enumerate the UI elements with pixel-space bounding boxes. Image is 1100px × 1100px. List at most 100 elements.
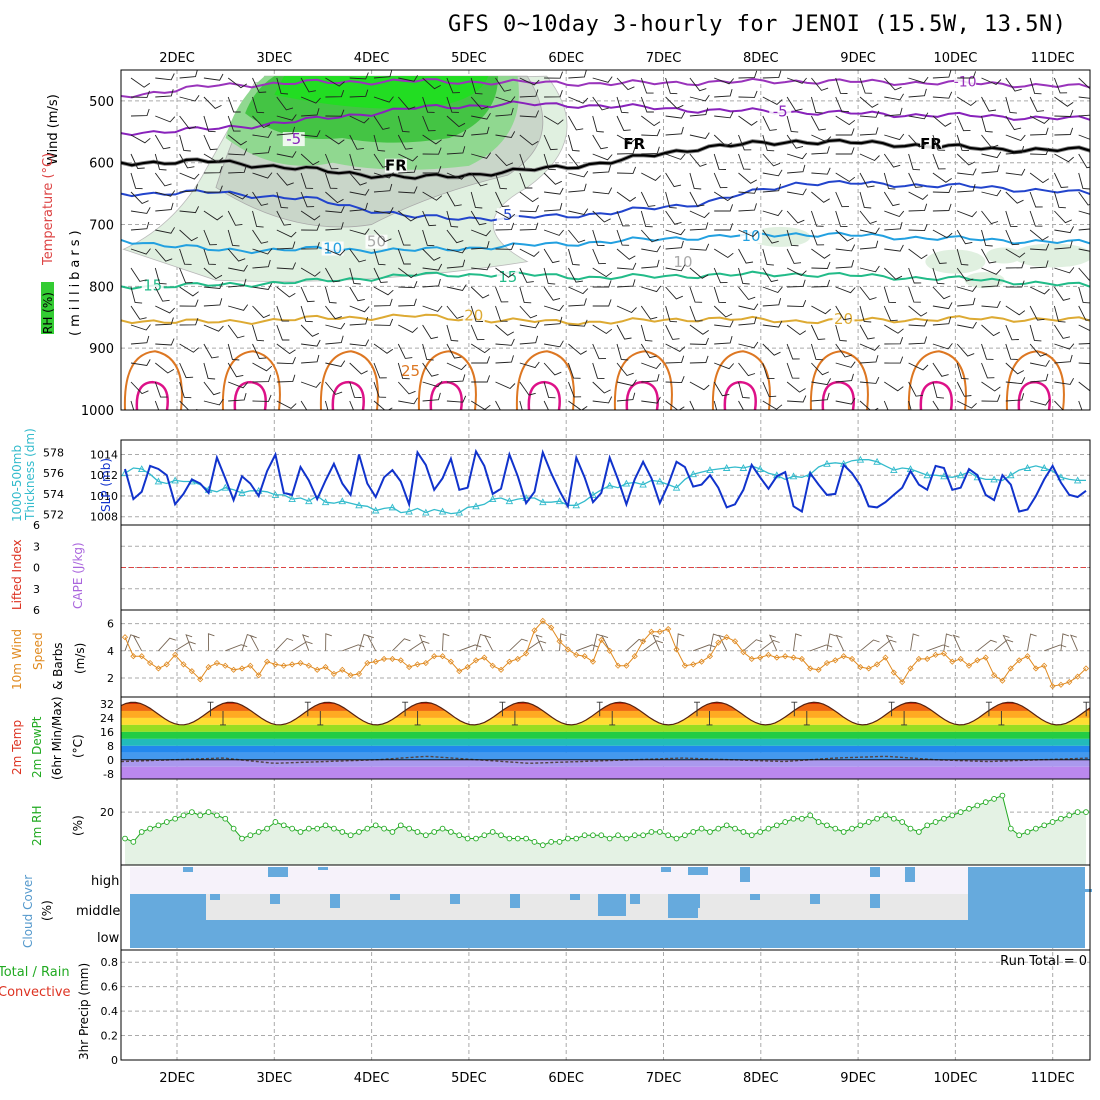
wind-barb <box>884 107 903 117</box>
minmax-bar <box>499 701 506 717</box>
wind-barb <box>859 127 879 136</box>
cloud-middle-block <box>690 894 700 908</box>
isotherm-30-cell <box>331 380 365 410</box>
wind-barb <box>908 305 928 317</box>
wind-barb <box>957 168 977 176</box>
wind10-marker <box>999 677 1006 684</box>
wind-barb <box>519 400 523 410</box>
wind-barb <box>252 131 273 138</box>
wind-barb <box>567 134 580 152</box>
wind-barb <box>1030 127 1049 136</box>
wind-barb <box>373 115 390 130</box>
thickness-marker <box>288 495 296 503</box>
wind-barb <box>1005 324 1019 341</box>
wind-barb <box>228 381 249 389</box>
minmax-bar <box>901 710 908 726</box>
wind-barb <box>227 134 247 146</box>
wind10-marker <box>297 659 304 667</box>
wind-barb <box>640 305 658 320</box>
thickness-marker <box>940 472 948 480</box>
wind-barb <box>373 362 387 379</box>
wind10-marker <box>1074 673 1081 680</box>
wind-barb <box>495 242 515 250</box>
wind-barb <box>228 278 247 288</box>
wind-barb <box>154 381 168 398</box>
wind-barb <box>665 400 685 410</box>
wind-barb <box>835 397 856 405</box>
wind10-line <box>124 620 1087 687</box>
surface-wind-barb <box>601 634 611 652</box>
pressure-tick-label: 700 <box>89 219 114 234</box>
wind-barb <box>470 400 491 410</box>
minmax-bar <box>317 710 324 726</box>
rh2m-marker <box>322 822 329 829</box>
isotherm-30-cell <box>135 380 169 410</box>
wind-barb <box>957 71 977 79</box>
wind-barb <box>1029 96 1045 112</box>
wind-barb <box>203 267 223 280</box>
contour-label: 25 <box>401 362 420 380</box>
wind-barb <box>1053 191 1066 209</box>
thickness-marker <box>956 471 965 479</box>
wind-barb <box>300 267 321 277</box>
rh2m-marker <box>506 835 513 842</box>
wind-barb <box>956 134 970 152</box>
wind-barb <box>446 284 467 292</box>
wind-barb <box>1054 400 1073 410</box>
wind-barb <box>641 285 662 293</box>
wind-barb <box>130 90 150 98</box>
wind-barb <box>810 343 823 361</box>
wind-barb <box>154 400 160 410</box>
wind-barb <box>349 115 370 124</box>
rh2m-marker <box>598 832 605 839</box>
wind-barb <box>786 248 802 264</box>
wind-barb <box>325 322 346 330</box>
cloud-high-block <box>318 867 328 870</box>
wind-barb <box>276 77 289 95</box>
wind-barb <box>495 210 516 220</box>
wind-barb <box>1005 145 1025 155</box>
wind-barb <box>252 145 271 155</box>
wind-barb <box>349 134 364 150</box>
surface-wind-barb <box>185 634 193 651</box>
wind10-marker <box>848 655 856 663</box>
wind-barb <box>665 240 684 250</box>
wind-barb <box>227 77 248 89</box>
cloud-high-block <box>183 867 193 872</box>
wind-barb <box>1054 153 1074 163</box>
rh2m-marker <box>431 829 438 835</box>
wind-barb <box>640 191 656 207</box>
rh2m-marker <box>924 822 931 829</box>
thickness-marker <box>990 475 998 483</box>
contour-label-bg <box>399 363 422 378</box>
surface-wind-barb <box>793 633 802 651</box>
wind-barb <box>568 115 584 131</box>
wind-barb <box>932 91 953 99</box>
wind-barb <box>373 286 394 296</box>
wind-barb <box>714 320 734 328</box>
wind-barb <box>179 299 199 307</box>
wind10-marker <box>556 638 563 645</box>
t2m-tick-label: 32 <box>100 698 114 711</box>
slp-tick-label: 1010 <box>90 490 118 503</box>
wind-barb <box>908 336 928 345</box>
wind10-marker <box>564 646 571 653</box>
wind-barb <box>495 286 509 303</box>
t2m-unit: (°C) <box>71 734 85 758</box>
wind-barb <box>616 191 637 202</box>
wind-barb <box>1005 343 1018 360</box>
wind-barb <box>616 362 634 377</box>
wind-barb <box>713 305 733 318</box>
wind-barb <box>713 153 727 170</box>
wind-barb <box>446 374 466 383</box>
wind-barb <box>1053 172 1069 188</box>
wind-barb <box>543 134 558 151</box>
wind-barb <box>835 147 855 155</box>
date-label-bottom: 10DEC <box>933 1071 977 1086</box>
wind-barb <box>397 134 413 150</box>
wind-barb <box>155 305 176 314</box>
rh-blob <box>925 249 986 274</box>
isotherm-25-cell <box>515 350 575 410</box>
rh2m-unit: (%) <box>71 815 85 836</box>
cloud-middle-block <box>630 894 640 904</box>
